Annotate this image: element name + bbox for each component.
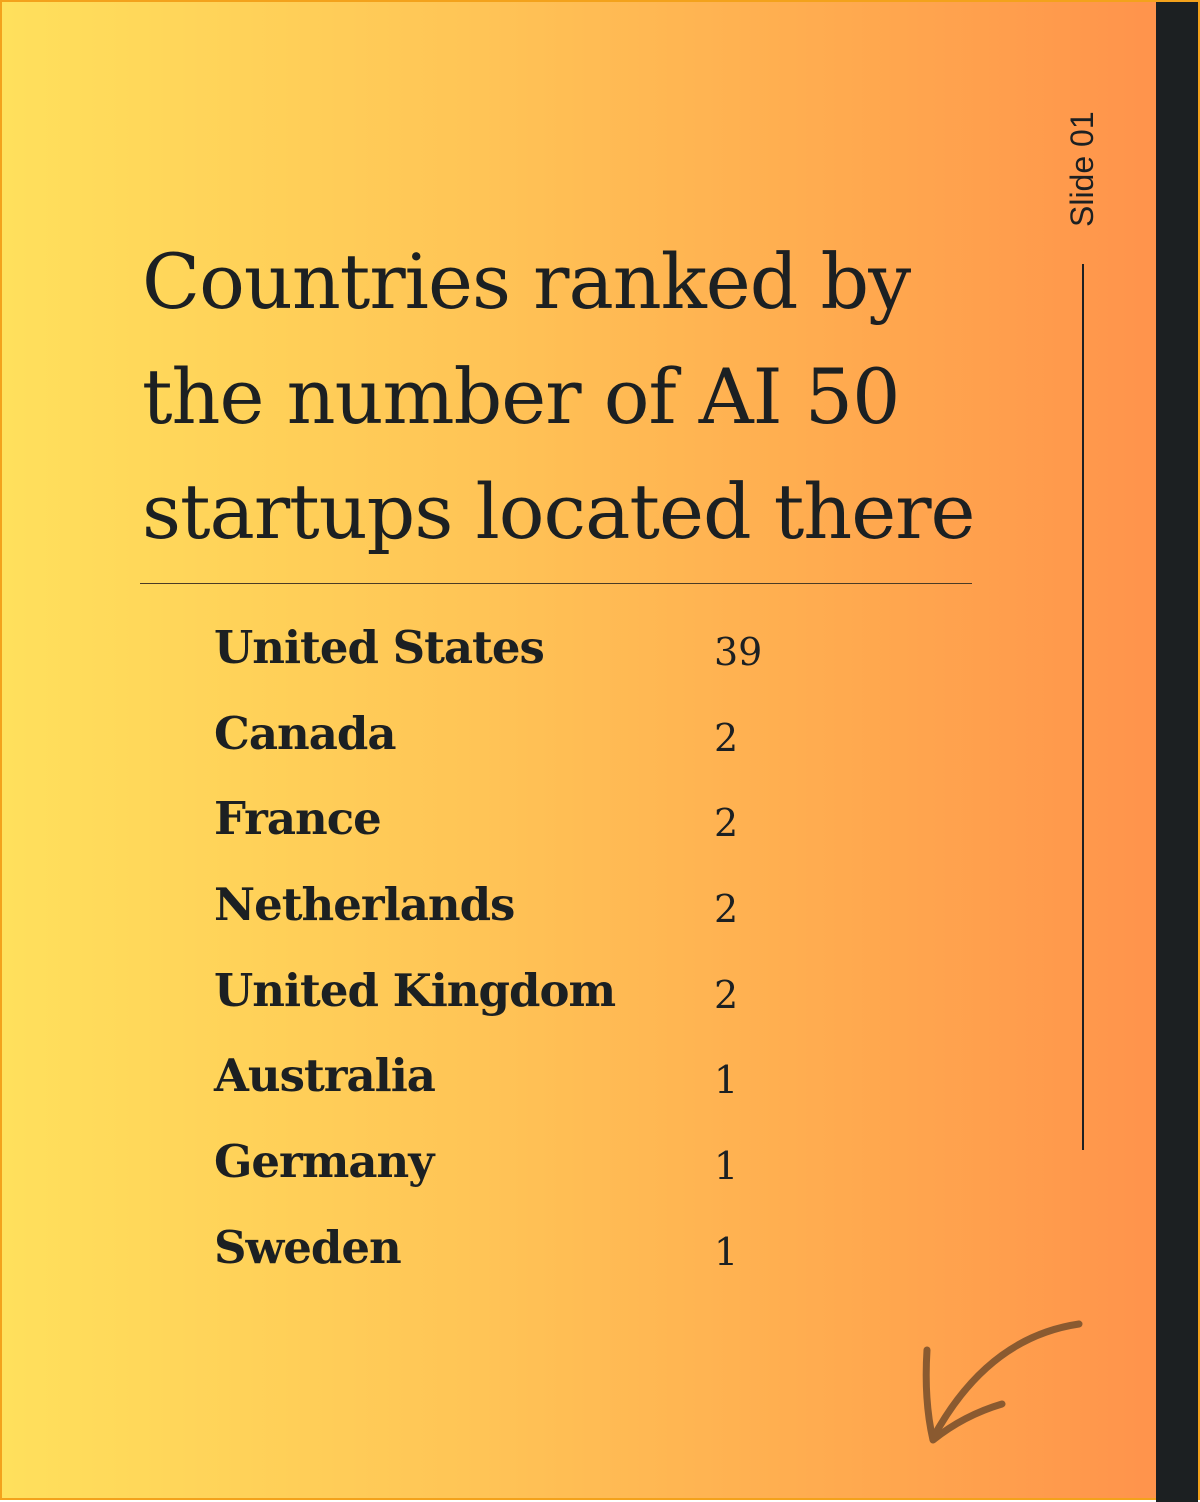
slide-number: Slide 01 xyxy=(1064,111,1100,227)
list-item: Australia 1 xyxy=(214,1036,914,1122)
list-item: United Kingdom 2 xyxy=(214,951,914,1037)
arrow-down-left-icon[interactable] xyxy=(907,1312,1097,1462)
list-item: Canada 2 xyxy=(214,694,914,780)
startup-count: 2 xyxy=(714,715,739,760)
country-name: Australia xyxy=(214,1049,436,1103)
list-item: France 2 xyxy=(214,779,914,865)
country-ranking-list: United States 39 Canada 2 France 2 Nethe… xyxy=(214,608,914,1294)
country-name: Netherlands xyxy=(214,878,515,932)
side-band xyxy=(1156,2,1198,1502)
startup-count: 2 xyxy=(714,801,739,846)
startup-count: 2 xyxy=(714,972,739,1017)
country-name: Canada xyxy=(214,706,396,760)
country-name: France xyxy=(214,792,382,846)
list-item: Sweden 1 xyxy=(214,1208,914,1294)
country-name: Sweden xyxy=(214,1220,402,1274)
startup-count: 2 xyxy=(714,887,739,932)
list-item: United States 39 xyxy=(214,608,914,694)
title-divider xyxy=(140,583,972,584)
slide-title: Countries ranked by the number of AI 50 … xyxy=(142,237,976,556)
country-name: United Kingdom xyxy=(214,963,616,1017)
startup-count: 1 xyxy=(714,1229,739,1274)
country-name: Germany xyxy=(214,1135,434,1189)
vertical-divider xyxy=(1082,264,1084,1150)
startup-count: 1 xyxy=(714,1058,739,1103)
list-item: Germany 1 xyxy=(214,1122,914,1208)
startup-count: 1 xyxy=(714,1144,739,1189)
country-name: United States xyxy=(214,621,545,674)
startup-count: 39 xyxy=(714,630,763,674)
list-item: Netherlands 2 xyxy=(214,865,914,951)
